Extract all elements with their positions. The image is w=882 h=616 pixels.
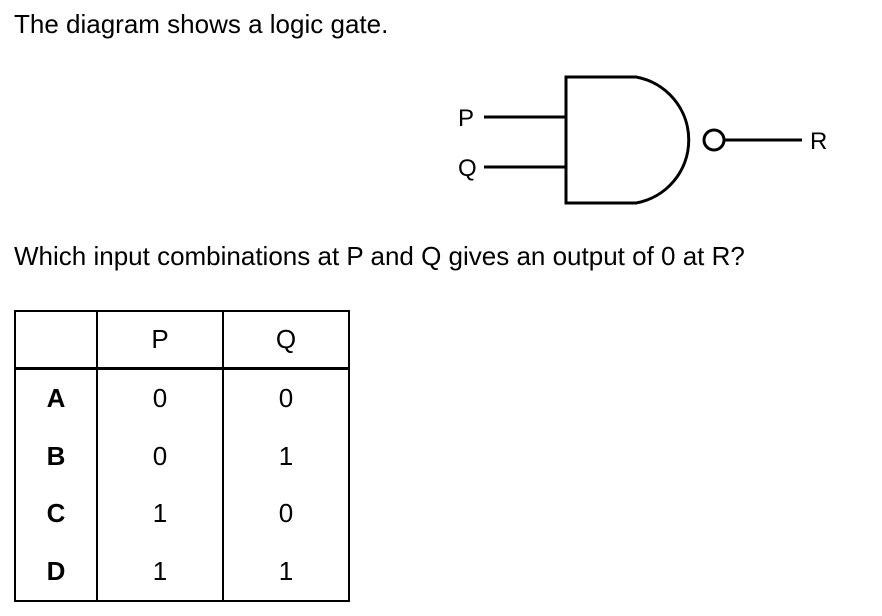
truth-table: P Q A 0 0 B 0 1 C 1 0 D 1 1	[14, 310, 350, 602]
cell-p: 0	[96, 368, 224, 428]
inversion-bubble	[702, 128, 726, 152]
output-r-label: R	[810, 128, 827, 155]
row-label: D	[14, 542, 98, 602]
cell-q: 0	[222, 485, 350, 543]
cell-q: 0	[222, 368, 350, 428]
table-header-row: P Q	[14, 310, 350, 370]
cell-q: 1	[222, 427, 350, 485]
row-label: A	[14, 368, 98, 428]
gate-body	[564, 75, 691, 205]
question-text: Which input combinations at P and Q give…	[14, 241, 745, 271]
header-p: P	[96, 310, 224, 370]
input-q-label: Q	[458, 155, 477, 182]
cell-p: 0	[96, 427, 224, 485]
cell-q: 1	[222, 542, 350, 602]
nand-gate-diagram: P Q R	[458, 75, 827, 205]
cell-p: 1	[96, 542, 224, 602]
table-row: D 1 1	[14, 542, 350, 602]
cell-p: 1	[96, 485, 224, 543]
header-blank	[14, 310, 98, 370]
table-row: B 0 1	[14, 427, 350, 485]
intro-text: The diagram shows a logic gate.	[14, 9, 389, 39]
row-label: C	[14, 485, 98, 543]
table-row: C 1 0	[14, 485, 350, 543]
row-label: B	[14, 427, 98, 485]
table-row: A 0 0	[14, 368, 350, 428]
input-p-label: P	[458, 105, 474, 132]
header-q: Q	[222, 310, 350, 370]
